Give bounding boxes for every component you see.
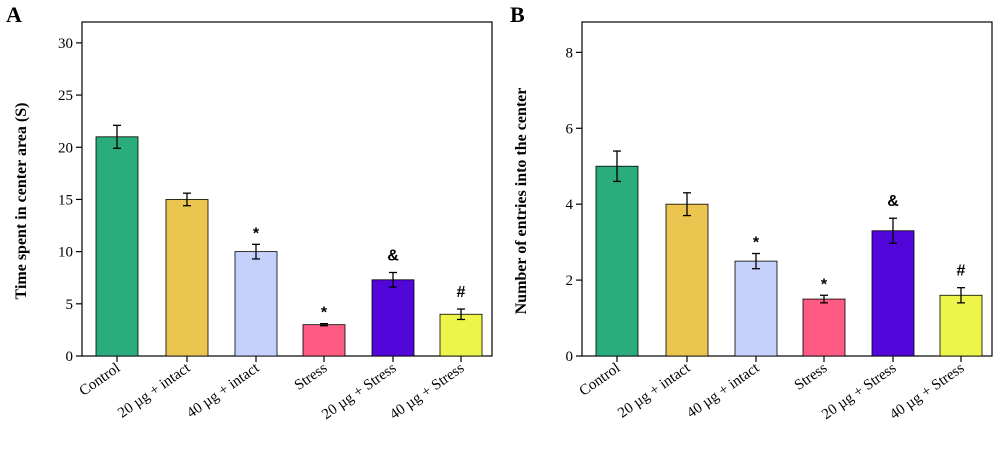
x-tick-label: 20 µg + intact xyxy=(115,360,194,422)
bar xyxy=(234,251,278,357)
x-tick-label: 40 µg + Stress xyxy=(887,360,967,423)
bar xyxy=(371,279,415,357)
panel-a-plot-frame xyxy=(81,21,493,357)
panel-a-letter: A xyxy=(6,2,22,27)
panel-b-chart: B Number of entries into the center 0 2 4 6… xyxy=(510,2,993,423)
bar xyxy=(871,230,915,357)
bar xyxy=(95,136,139,357)
x-tick-label: 20 µg + Stress xyxy=(319,360,399,423)
y-tick-label: 0 xyxy=(566,349,574,365)
bar xyxy=(802,298,846,357)
bar xyxy=(939,294,983,357)
significance-marker: * xyxy=(321,305,328,322)
bar xyxy=(165,199,209,357)
y-tick-label: 8 xyxy=(566,45,574,61)
y-tick-label: 10 xyxy=(58,245,73,261)
significance-marker: & xyxy=(887,193,899,210)
y-tick-label: 20 xyxy=(58,140,73,156)
panel-b-letter: B xyxy=(510,2,525,27)
x-tick-label: 40 µg + intact xyxy=(684,360,763,422)
x-tick-label: 20 µg + Stress xyxy=(819,360,899,423)
x-tick-label: 40 µg + Stress xyxy=(387,360,467,423)
x-tick-label: Control xyxy=(577,360,624,399)
x-tick-label: Stress xyxy=(292,360,331,394)
x-tick-label: Stress xyxy=(792,360,831,394)
bar xyxy=(665,203,709,357)
y-tick-label: 2 xyxy=(566,273,574,289)
panel-a-chart: A Time spent in center area (S) 0 5 10 15 20… xyxy=(6,2,493,423)
significance-marker: # xyxy=(457,284,466,301)
panel-b-y-axis-label: Number of entries into the center xyxy=(513,88,530,315)
bar xyxy=(302,324,346,357)
significance-marker: & xyxy=(387,248,399,265)
x-tick-label: Control xyxy=(77,360,124,399)
y-tick-label: 5 xyxy=(66,297,74,313)
significance-marker: * xyxy=(253,225,260,242)
y-tick-label: 25 xyxy=(58,88,73,104)
y-tick-label: 15 xyxy=(58,192,73,208)
y-tick-label: 30 xyxy=(58,36,73,52)
significance-marker: * xyxy=(753,235,760,252)
x-tick-label: 40 µg + intact xyxy=(184,360,263,422)
y-tick-label: 0 xyxy=(66,349,74,365)
significance-marker: # xyxy=(957,263,966,280)
y-tick-label: 4 xyxy=(566,197,574,213)
bar xyxy=(734,260,778,357)
x-tick-label: 20 µg + intact xyxy=(615,360,694,422)
bar xyxy=(595,165,639,357)
panel-a-y-axis-label: Time spent in center area (S) xyxy=(13,103,30,300)
y-tick-label: 6 xyxy=(566,121,574,137)
panel-b-plot-frame xyxy=(581,21,993,357)
significance-marker: * xyxy=(821,276,828,293)
bar xyxy=(439,313,483,357)
